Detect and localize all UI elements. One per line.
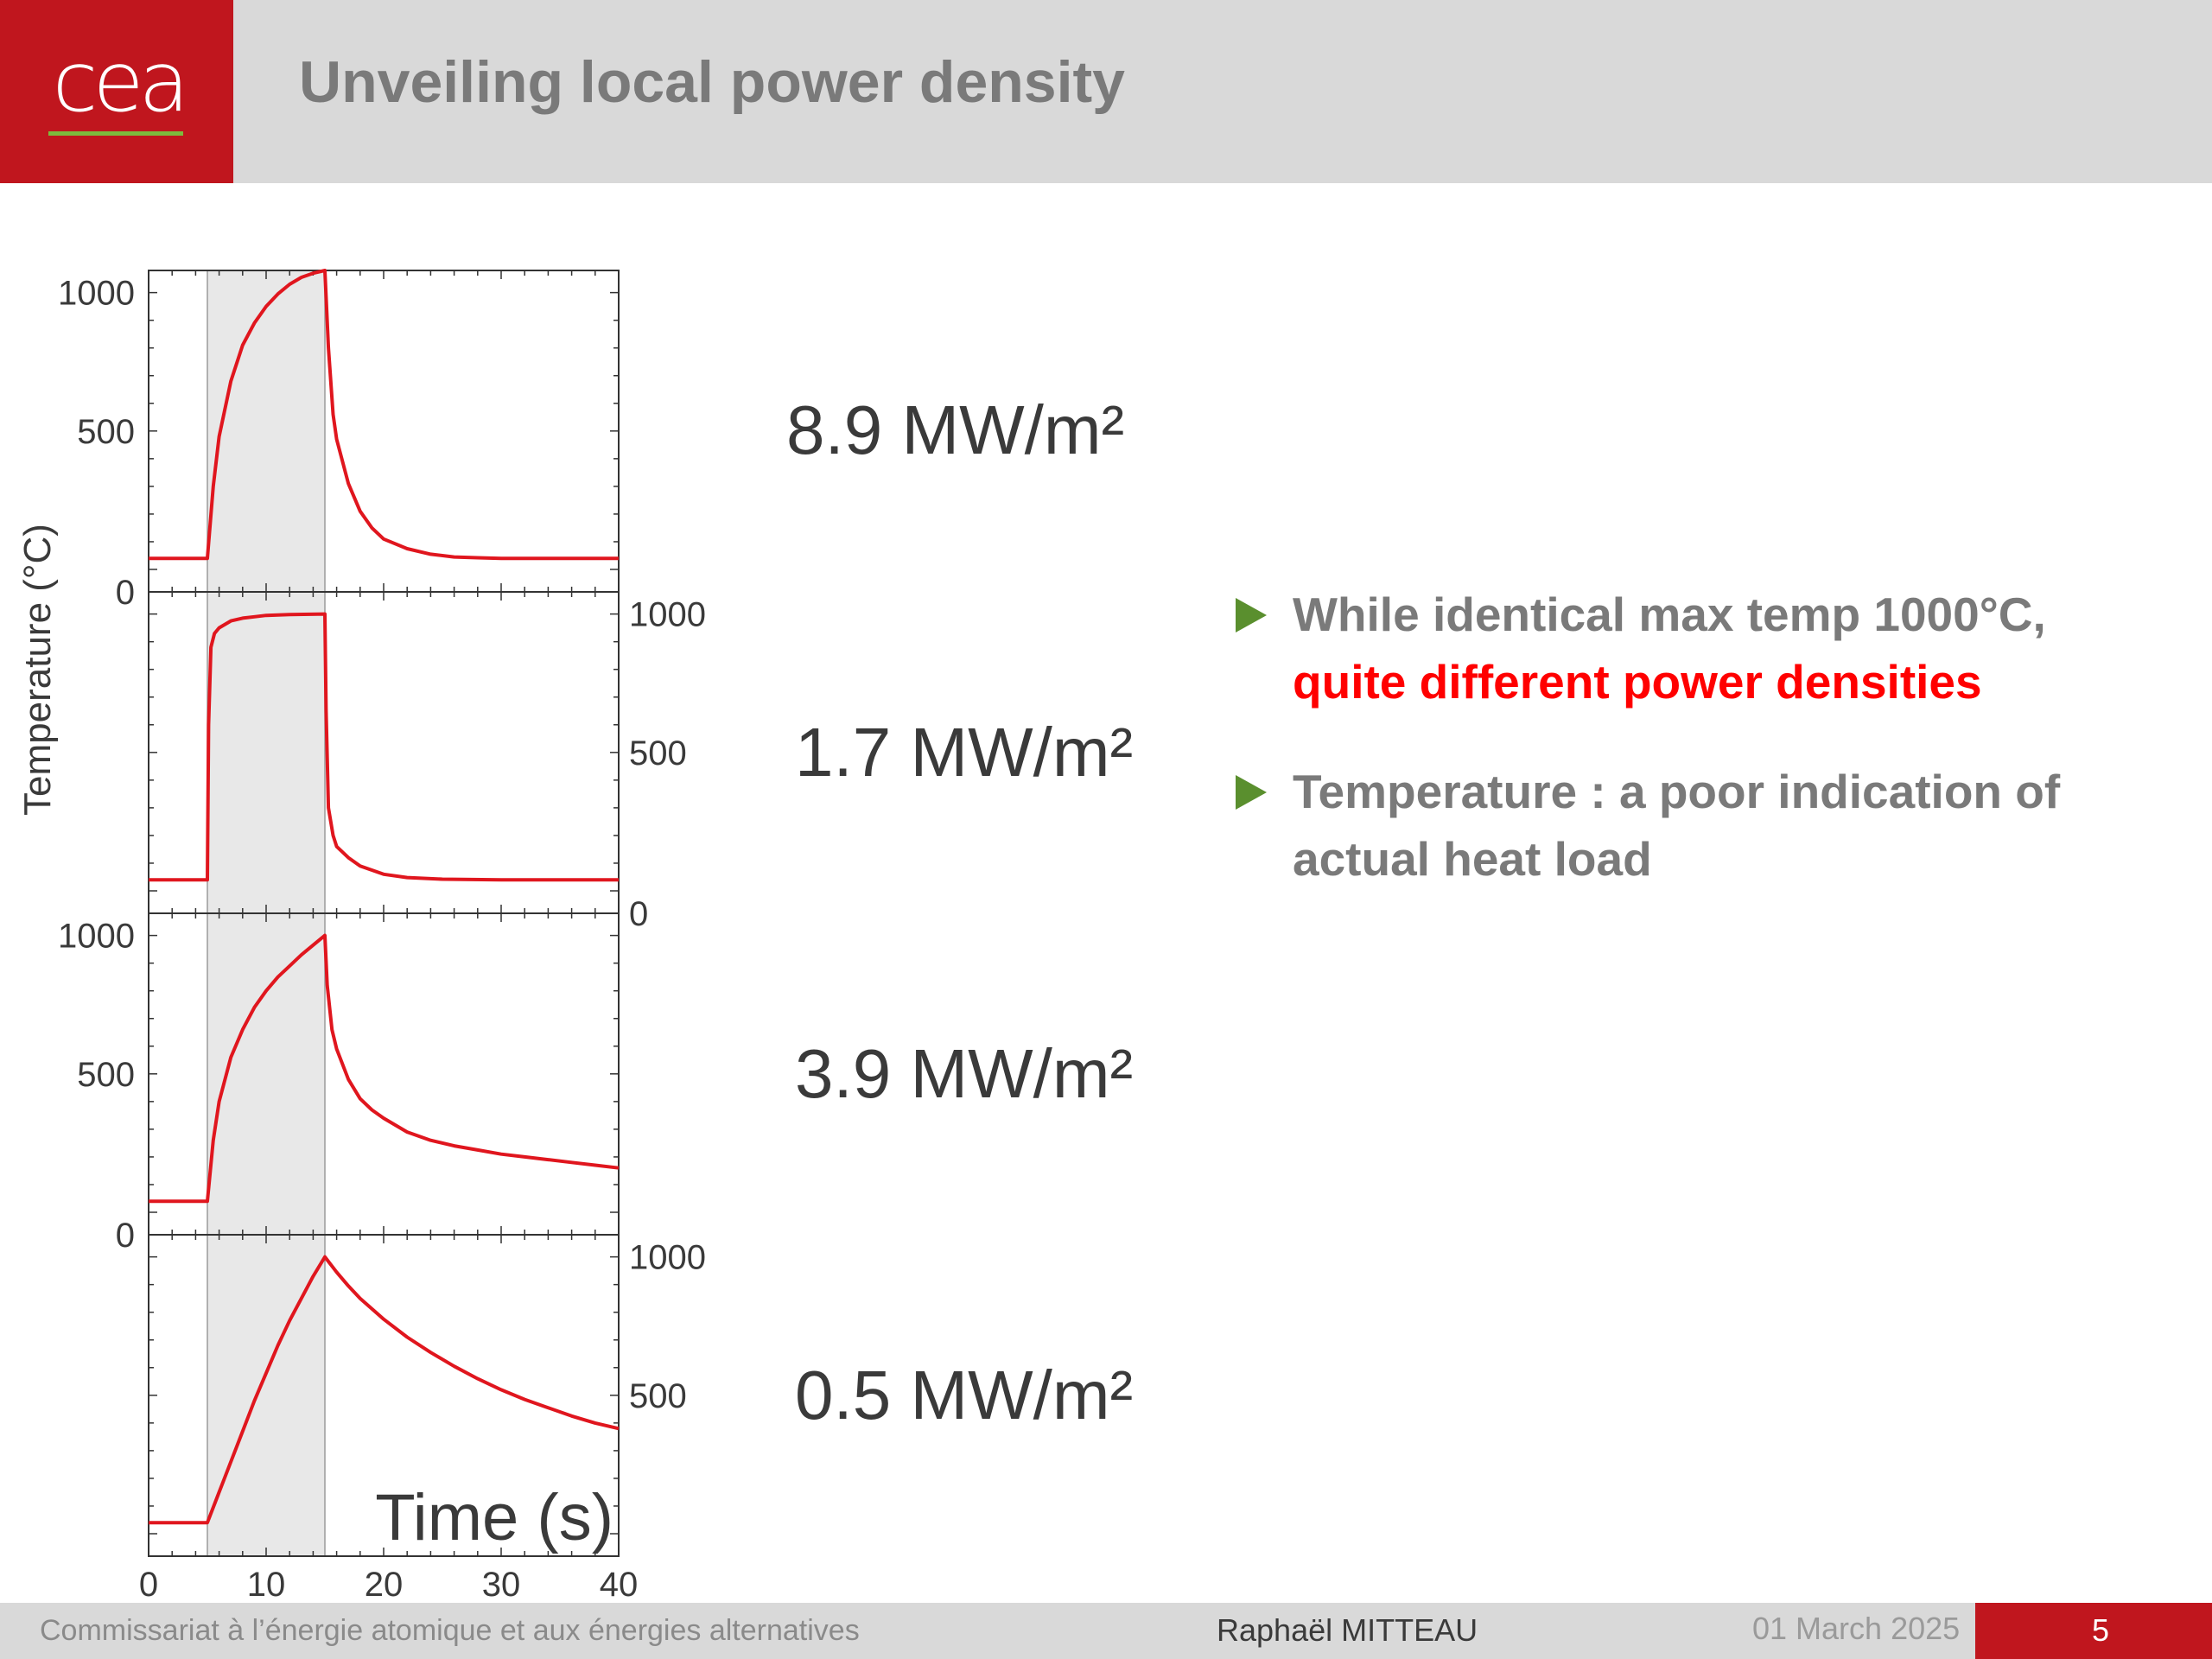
y-axis-label-group: Temperature (°C) [16,524,59,816]
y-tick-label: 0 [629,895,648,933]
heating-interval-band [207,1235,325,1556]
temperature-curve [149,269,619,561]
power-density-label: 0.5 MW/m² [795,1357,1134,1433]
chart-panel: 1000 500 0 [58,269,620,612]
x-tick-label: 40 [600,1566,639,1604]
footer-organization: Commissariat à l’énergie atomique et aux… [40,1614,860,1647]
cea-logo: cea [0,0,233,183]
chart-panel: 1000 500 0 [58,912,620,1255]
y-tick-label: 500 [629,1377,687,1415]
y-tick-label: 1000 [629,596,706,634]
heating-interval-band [207,592,325,913]
y-tick-label: 500 [629,734,687,772]
y-axis-label: Temperature (°C) [16,524,59,816]
bullet-item: While identical max temp 1000°C, quite d… [1236,581,2160,715]
y-tick-label: 500 [77,413,135,451]
y-tick-label: 0 [116,1217,135,1255]
chart-panel: 1000 500 0 [148,591,706,933]
x-tick-label: 30 [482,1566,521,1604]
header-bar [0,0,2212,183]
footer-date: 01 March 2025 [1752,1611,1961,1646]
temperature-curve [149,1255,620,1525]
page-number-box [1975,1603,2212,1659]
logo-underline [48,131,183,136]
power-density-label: 1.7 MW/m² [795,714,1134,791]
bullet-triangle-icon [1236,775,1267,810]
footer-author: Raphaël MITTEAU [1217,1612,1478,1648]
bullet-text: While identical max temp 1000°C, [1293,588,2046,641]
bullet-text: Temperature : a poor indication of actua… [1293,765,2061,886]
power-density-label: 3.9 MW/m² [795,1035,1134,1112]
footer-bar [0,1603,2212,1659]
bullet-item: Temperature : a poor indication of actua… [1236,758,2160,893]
heating-interval-band [207,270,325,592]
y-tick-label: 1000 [629,1239,706,1277]
page-number: 5 [2091,1612,2110,1648]
x-tick-label: 20 [365,1566,404,1604]
x-tick-label: 10 [247,1566,286,1604]
y-tick-label: 1000 [58,918,135,956]
y-tick-label: 0 [116,574,135,612]
temperature-curve [149,933,620,1204]
temperature-curve [149,612,619,882]
bullet-highlight: quite different power densities [1293,655,1982,709]
y-tick-label: 500 [77,1056,135,1094]
chart-panels: 1000 500 0 1000 500 0 1000 500 0 1000 500 [58,269,706,1557]
chart-panel: 1000 500 [148,1234,706,1557]
x-tick-label: 0 [139,1566,158,1604]
y-tick-label: 1000 [58,275,135,313]
slide-title: Unveiling local power density [299,49,1125,115]
logo-text: cea [52,34,190,130]
temperature-chart: Temperature (°C) 10005000100050001000500… [16,269,706,1604]
power-density-label: 8.9 MW/m² [786,391,1125,468]
bullet-triangle-icon [1236,598,1267,632]
x-axis-label: Time (s) [375,1481,613,1554]
